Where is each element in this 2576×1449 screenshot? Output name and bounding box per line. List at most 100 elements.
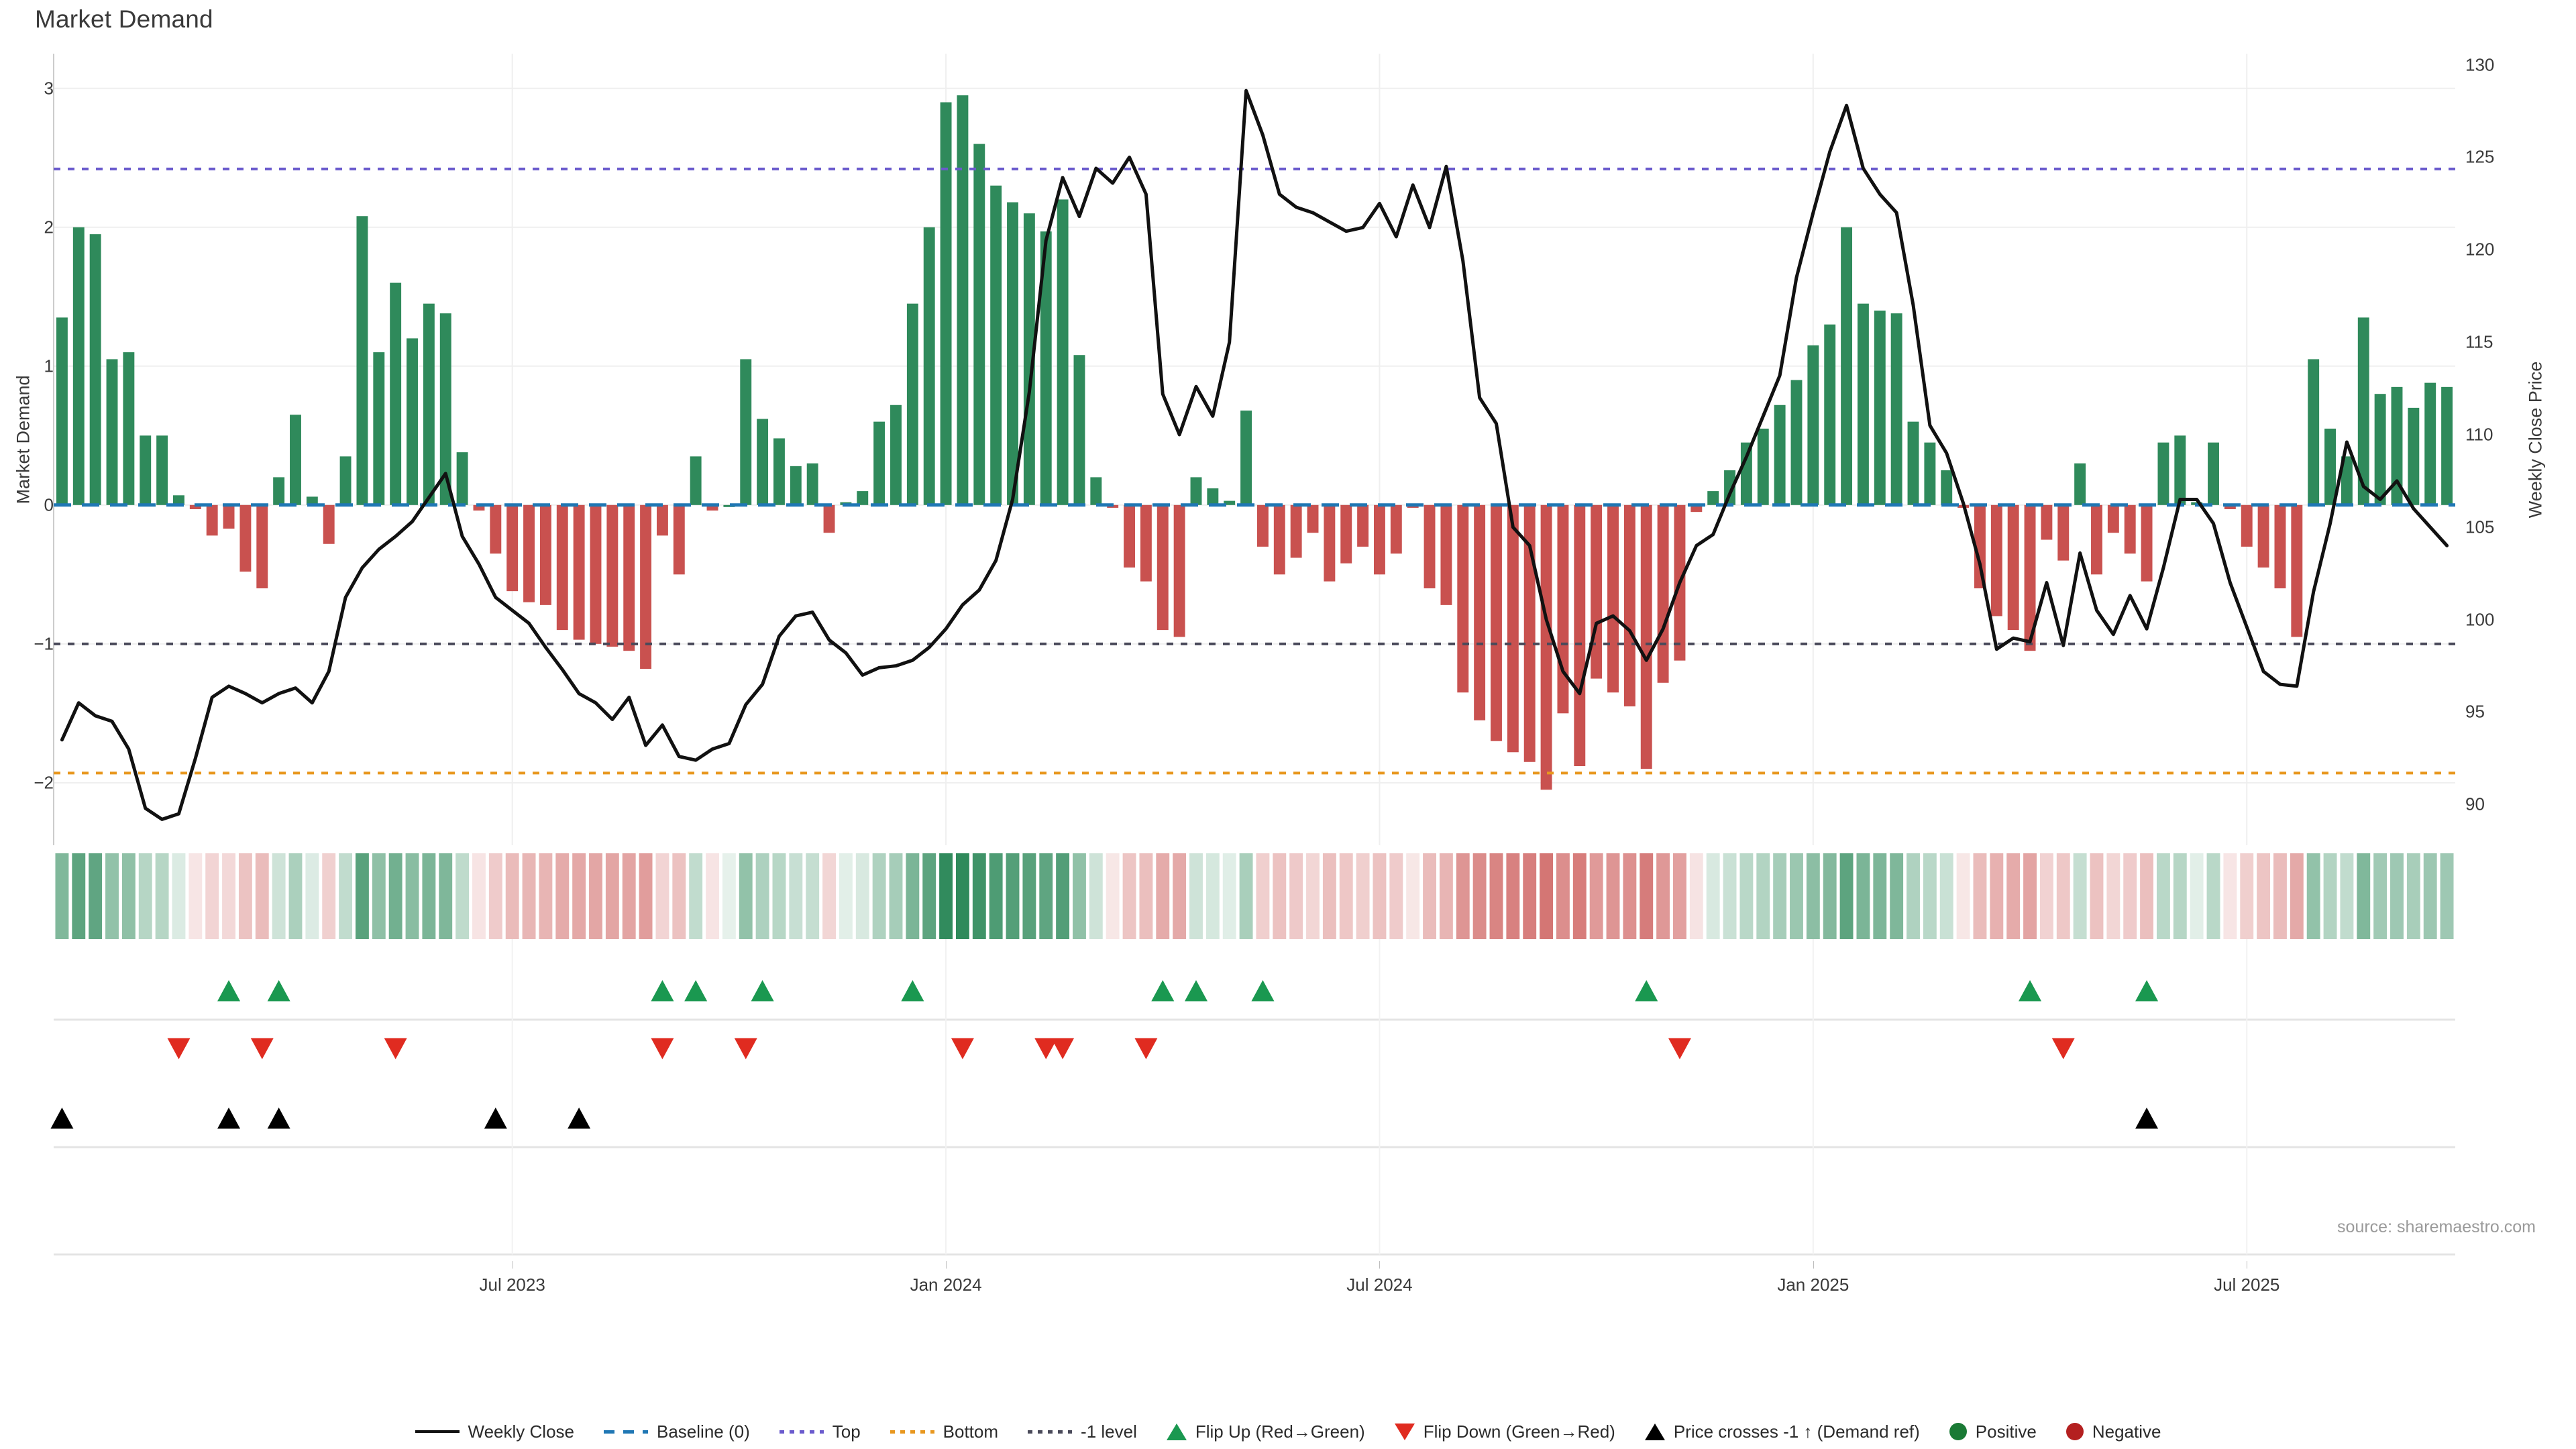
heatmap-cell: [1523, 853, 1537, 939]
heatmap-cell: [72, 853, 86, 939]
legend-item[interactable]: Positive: [1949, 1421, 2037, 1442]
x-axis-tick-mark: [1379, 1261, 1381, 1269]
demand-bar: [640, 504, 652, 669]
heatmap-cell: [1273, 853, 1287, 939]
heatmap-cell: [2056, 853, 2070, 939]
demand-bar: [1240, 411, 1252, 505]
legend-item[interactable]: Baseline (0): [604, 1421, 750, 1442]
heatmap-cell: [238, 853, 252, 939]
demand-bar: [2324, 428, 2336, 505]
demand-bar: [1707, 491, 1719, 505]
heatmap-cell: [2156, 853, 2170, 939]
heatmap-cell: [155, 853, 169, 939]
flip-up-marker: [901, 980, 924, 1002]
legend-triangle-up-black-icon: [1644, 1423, 1665, 1440]
heatmap-cell: [1339, 853, 1353, 939]
heatmap-cell: [739, 853, 753, 939]
demand-bar: [156, 435, 168, 505]
demand-bar: [456, 452, 468, 505]
heatmap-cell: [1907, 853, 1920, 939]
demand-bar: [473, 504, 485, 511]
legend-item[interactable]: Flip Down (Green→Red): [1394, 1421, 1615, 1442]
heatmap-cell: [1756, 853, 1770, 939]
heatmap-cell: [222, 853, 235, 939]
demand-bar: [1023, 213, 1035, 505]
flip-down-marker: [734, 1038, 757, 1059]
flip-down-marker: [2051, 1038, 2075, 1059]
heatmap-cell: [1939, 853, 1953, 939]
heatmap-cell: [1790, 853, 1803, 939]
demand-bar: [1057, 199, 1069, 505]
demand-bar: [339, 456, 352, 505]
chart-legend: Weekly Close Baseline (0) Top Bottom -1 leve…: [0, 1414, 2576, 1449]
heatmap-cell: [1656, 853, 1670, 939]
demand-bar: [2341, 456, 2353, 505]
legend-dashed-line-icon: [1028, 1423, 1073, 1440]
heatmap-cell: [2106, 853, 2121, 939]
demand-bar: [273, 477, 285, 505]
heatmap-cell: [906, 853, 920, 939]
heatmap-cell: [2290, 853, 2304, 939]
heatmap-cell: [339, 853, 353, 939]
heatmap-cell: [1006, 853, 1020, 939]
heatmap-cell: [889, 853, 903, 939]
right-axis-tick: 115: [2465, 331, 2493, 352]
demand-bar: [1357, 504, 1369, 547]
demand-bar: [606, 504, 619, 647]
heatmap-cell: [1873, 853, 1887, 939]
x-axis-tick-mark: [1813, 1261, 1814, 1269]
demand-bar: [1841, 227, 1853, 505]
heatmap-cell: [872, 853, 886, 939]
demand-bar: [1307, 504, 1319, 533]
left-axis-tick: 2: [44, 217, 54, 237]
heatmap-cell: [2023, 853, 2037, 939]
heatmap-cell: [2123, 853, 2137, 939]
heatmap-cell: [755, 853, 769, 939]
heatmap-cell: [522, 853, 536, 939]
heatmap-cell: [2340, 853, 2354, 939]
heatmap-cell: [2357, 853, 2371, 939]
legend-item-label: Flip Up (Red→Green): [1195, 1421, 1365, 1442]
legend-item[interactable]: Top: [779, 1421, 861, 1442]
heatmap-cell: [2223, 853, 2237, 939]
heatmap-cell: [789, 853, 803, 939]
demand-bar: [206, 504, 218, 536]
price-cross-marker: [217, 1108, 241, 1129]
demand-bar: [590, 504, 602, 644]
demand-bar: [439, 313, 451, 505]
flip-up-marker: [2135, 980, 2159, 1002]
legend-item[interactable]: Weekly Close: [415, 1421, 574, 1442]
demand-bar: [556, 504, 568, 631]
heatmap-cell: [322, 853, 336, 939]
heatmap-cell: [1106, 853, 1120, 939]
flip-down-marker: [167, 1038, 191, 1059]
heatmap-cell: [1589, 853, 1603, 939]
demand-bar: [773, 438, 785, 505]
right-axis-tick: 105: [2465, 517, 2495, 537]
demand-bar: [790, 466, 802, 505]
demand-bar: [1690, 504, 1703, 513]
flip-up-marker: [651, 980, 674, 1002]
legend-item[interactable]: Flip Up (Red→Green): [1166, 1421, 1365, 1442]
demand-bar: [857, 491, 869, 505]
heatmap-cell: [2406, 853, 2420, 939]
demand-bar: [823, 504, 835, 533]
legend-item[interactable]: -1 level: [1028, 1421, 1137, 1442]
legend-dashed-line-icon: [890, 1423, 934, 1440]
flip-up-marker: [1251, 980, 1275, 1002]
legend-item[interactable]: Bottom: [890, 1421, 998, 1442]
legend-item[interactable]: Price crosses -1 ↑ (Demand ref): [1644, 1421, 1920, 1442]
heatmap-cell: [189, 853, 203, 939]
legend-item[interactable]: Negative: [2065, 1421, 2161, 1442]
demand-bar: [1491, 504, 1502, 741]
heatmap-cell: [689, 853, 703, 939]
heatmap-cell: [2240, 853, 2254, 939]
page-title: Market Demand: [35, 5, 213, 33]
demand-bar: [173, 495, 184, 505]
demand-bar: [890, 405, 902, 505]
heatmap-cell: [305, 853, 319, 939]
heatmap-cell: [1222, 853, 1236, 939]
heatmap-cell: [2073, 853, 2087, 939]
legend-item-label: -1 level: [1081, 1421, 1137, 1442]
heatmap-cell: [972, 853, 986, 939]
